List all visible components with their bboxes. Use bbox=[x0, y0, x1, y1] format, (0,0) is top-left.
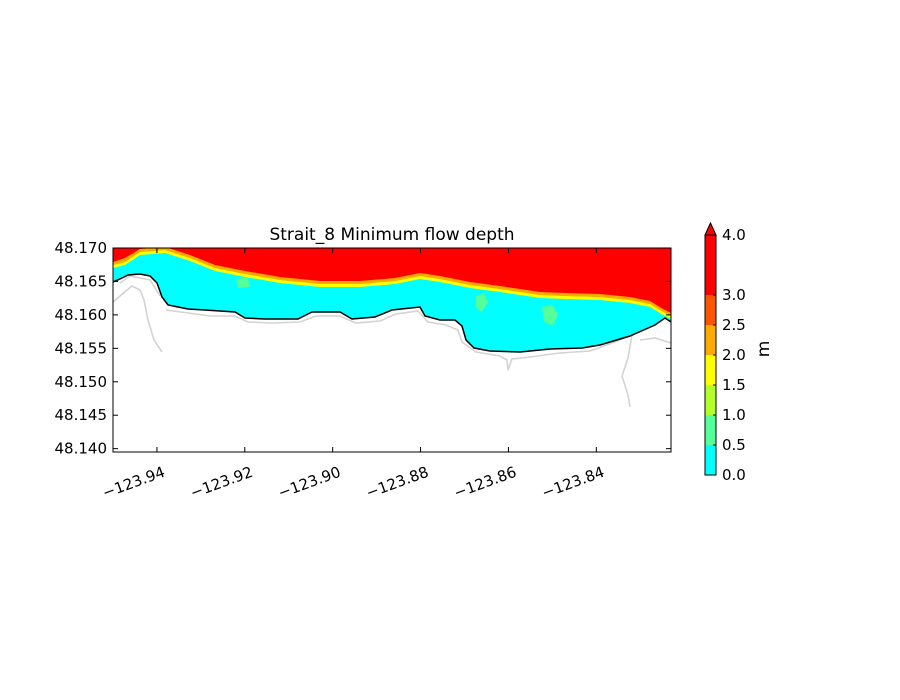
y-axis: 48.170 48.165 48.160 48.155 48.150 48.145 48.1… bbox=[55, 239, 671, 458]
colorbar-segment bbox=[705, 235, 716, 295]
depth-patch-0.5-1 bbox=[476, 293, 488, 312]
colorbar-segment bbox=[705, 325, 716, 355]
colorbar-label: m bbox=[754, 341, 774, 358]
y-tick-label: 48.165 bbox=[55, 272, 108, 290]
secondary-coastline bbox=[113, 275, 671, 408]
colorbar-segment bbox=[705, 295, 716, 325]
y-tick-label: 48.155 bbox=[55, 339, 108, 357]
plot-area bbox=[112, 247, 672, 453]
colorbar-segment bbox=[705, 445, 716, 475]
colorbar-tick-label: 0.5 bbox=[722, 436, 746, 454]
colorbar-tick-label: 0.0 bbox=[722, 466, 746, 484]
colorbar-tick-label: 1.0 bbox=[722, 406, 746, 424]
colorbar-segment bbox=[705, 355, 716, 385]
coastline bbox=[113, 273, 671, 353]
y-tick-label: 48.170 bbox=[55, 239, 108, 257]
colorbar-tick-label: 2.5 bbox=[722, 316, 746, 334]
colorbar-segment bbox=[705, 385, 716, 415]
colorbar-tick-label: 4.0 bbox=[722, 226, 746, 244]
plot-frame bbox=[112, 247, 672, 453]
colorbar-tick-label: 3.0 bbox=[722, 286, 746, 304]
depth-patch-0.5-1 bbox=[542, 305, 558, 326]
y-tick-label: 48.160 bbox=[55, 306, 108, 324]
depth-patch-0.5-1 bbox=[236, 277, 250, 288]
y-tick-label: 48.150 bbox=[55, 373, 108, 391]
y-tick-label: 48.145 bbox=[55, 406, 108, 424]
colorbar-tick-label: 1.5 bbox=[722, 376, 746, 394]
chart-title: Strait_8 Minimum flow depth bbox=[269, 225, 514, 245]
y-tick-label: 48.140 bbox=[55, 440, 108, 458]
colorbar-segment bbox=[705, 415, 716, 445]
colorbar: 0.0 0.5 1.0 1.5 2.0 2.5 3.0 4.0 bbox=[704, 221, 746, 484]
colorbar-tick-label: 2.0 bbox=[722, 346, 746, 364]
